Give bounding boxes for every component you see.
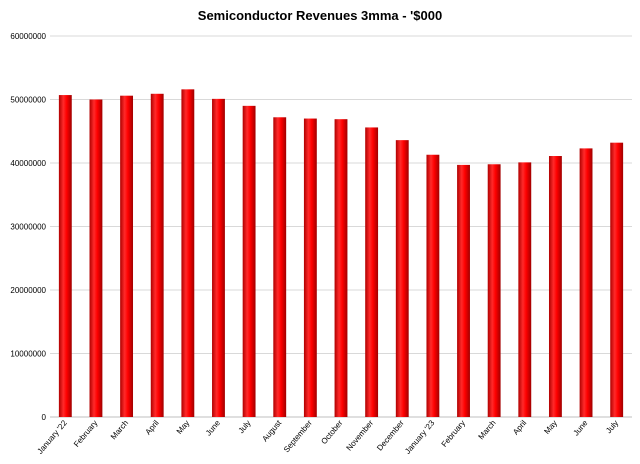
x-tick-label: June — [204, 418, 222, 437]
x-axis: January '22 February March April May June July… — [36, 418, 621, 456]
x-tick-label: April — [144, 418, 161, 436]
bar — [457, 164, 470, 417]
y-tick-label: 50000000 — [10, 96, 46, 105]
bar — [548, 156, 562, 417]
bar — [212, 98, 225, 418]
y-tick-label: 40000000 — [10, 159, 46, 168]
bar — [242, 105, 256, 417]
bar — [150, 93, 164, 417]
bar — [89, 99, 103, 417]
x-tick-label: January '22 — [36, 418, 70, 456]
bar — [610, 142, 624, 417]
bar — [579, 148, 593, 417]
x-tick-label: March — [109, 419, 130, 442]
x-tick-label: April — [511, 418, 528, 436]
y-tick-label: 20000000 — [10, 286, 46, 295]
x-tick-label: February — [72, 419, 99, 449]
x-tick-label: May — [175, 419, 192, 436]
x-tick-label: November — [345, 418, 376, 452]
x-tick-label: July — [237, 419, 253, 436]
x-tick-label: May — [542, 419, 559, 436]
x-tick-label: September — [282, 418, 314, 454]
x-tick-label: June — [572, 418, 590, 437]
bar — [395, 140, 409, 417]
bar — [120, 95, 134, 417]
chart-title: Semiconductor Revenues 3mma - '$000 — [197, 8, 443, 23]
y-axis: 0 10000000 20000000 30000000 40000000 5000000… — [10, 32, 46, 422]
bar — [334, 119, 348, 417]
x-tick-label: August — [260, 418, 283, 443]
bar — [426, 154, 440, 417]
bars — [58, 89, 624, 418]
x-tick-label: January '23 — [403, 418, 437, 456]
x-tick-label: July — [604, 419, 620, 436]
bar — [58, 95, 72, 418]
bar — [487, 164, 501, 417]
bar — [273, 117, 287, 417]
x-tick-label: February — [440, 419, 467, 449]
y-tick-label: 0 — [42, 413, 47, 422]
x-tick-label: December — [375, 418, 406, 452]
y-tick-label: 60000000 — [10, 32, 46, 41]
x-tick-label: March — [477, 419, 498, 442]
y-tick-label: 30000000 — [10, 223, 46, 232]
bar — [303, 118, 317, 418]
x-tick-label: October — [319, 418, 344, 446]
y-tick-label: 10000000 — [10, 350, 46, 359]
bar — [181, 89, 195, 417]
bar — [365, 127, 379, 417]
bar — [518, 162, 532, 417]
